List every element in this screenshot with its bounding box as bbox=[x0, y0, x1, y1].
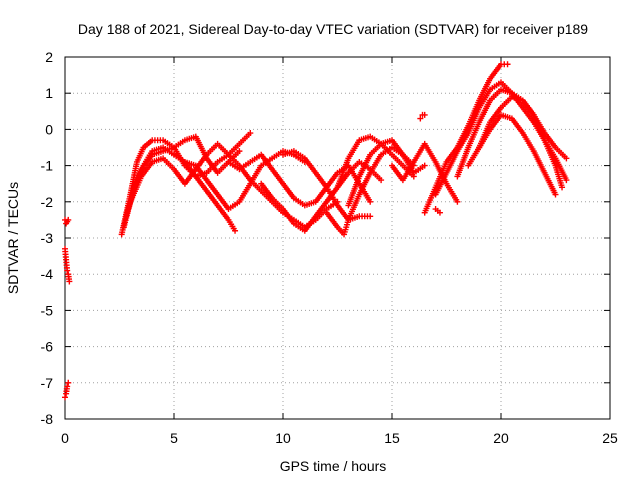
series-s18 bbox=[417, 111, 428, 122]
chart-title: Day 188 of 2021, Sidereal Day-to-day VTE… bbox=[78, 21, 588, 37]
y-tick-label: 1 bbox=[45, 85, 53, 101]
y-tick-label: -2 bbox=[41, 194, 54, 210]
y-tick-label: -5 bbox=[41, 302, 54, 318]
data-point bbox=[563, 177, 570, 184]
x-tick-labels: 0 5 10 15 20 25 bbox=[61, 430, 618, 446]
series-s16 bbox=[476, 93, 570, 162]
series-s10 bbox=[334, 133, 417, 191]
y-tick-label: -6 bbox=[41, 339, 54, 355]
x-tick-label: 20 bbox=[493, 430, 509, 446]
series-seg-start-mid bbox=[62, 245, 73, 285]
data-point bbox=[65, 379, 72, 386]
series-s5 bbox=[181, 158, 239, 234]
data-point bbox=[454, 198, 461, 205]
data-point bbox=[65, 216, 72, 223]
x-tick-label: 0 bbox=[61, 430, 69, 446]
data-point bbox=[62, 394, 68, 401]
data-point bbox=[436, 209, 443, 216]
series-seg-start-upper bbox=[62, 216, 72, 227]
y-tick-label: -7 bbox=[41, 375, 54, 391]
series-seg-start-low bbox=[62, 379, 72, 401]
data-point bbox=[66, 278, 73, 285]
data-point bbox=[64, 383, 71, 390]
series-s12 bbox=[389, 140, 461, 205]
series-s7 bbox=[258, 158, 385, 234]
data-point bbox=[421, 162, 428, 169]
data-point bbox=[64, 267, 71, 274]
y-tick-label: 2 bbox=[45, 49, 53, 65]
data-point bbox=[247, 130, 254, 137]
series-s4 bbox=[127, 133, 243, 198]
series-s8 bbox=[280, 148, 374, 223]
data-point bbox=[559, 184, 566, 191]
data-point bbox=[552, 191, 559, 198]
y-tick-label: -4 bbox=[41, 266, 54, 282]
data-point bbox=[417, 115, 424, 122]
data-point bbox=[563, 155, 570, 162]
data-point bbox=[421, 111, 428, 118]
x-tick-label: 25 bbox=[602, 430, 618, 446]
y-tick-label: -3 bbox=[41, 230, 54, 246]
series-s19 bbox=[432, 206, 443, 216]
data-point bbox=[378, 177, 385, 184]
x-tick-label: 10 bbox=[275, 430, 291, 446]
data-point bbox=[236, 148, 243, 155]
data-point bbox=[367, 198, 374, 205]
x-tick-label: 5 bbox=[170, 430, 178, 446]
data-markers bbox=[62, 61, 570, 401]
data-point bbox=[504, 61, 511, 68]
y-tick-label: 0 bbox=[45, 121, 53, 137]
series-s17 bbox=[465, 111, 559, 198]
data-point bbox=[367, 213, 374, 220]
x-axis-label: GPS time / hours bbox=[280, 458, 387, 474]
y-axis-label: SDTVAR / TECUs bbox=[5, 182, 21, 294]
x-tick-label: 15 bbox=[384, 430, 400, 446]
y-tick-labels: 2 1 0 -1 -2 -3 -4 -5 -6 -7 -8 bbox=[41, 49, 54, 427]
y-tick-label: -1 bbox=[41, 158, 54, 174]
series-s11 bbox=[345, 137, 428, 209]
data-point bbox=[232, 227, 239, 234]
y-tick-label: -8 bbox=[41, 411, 54, 427]
